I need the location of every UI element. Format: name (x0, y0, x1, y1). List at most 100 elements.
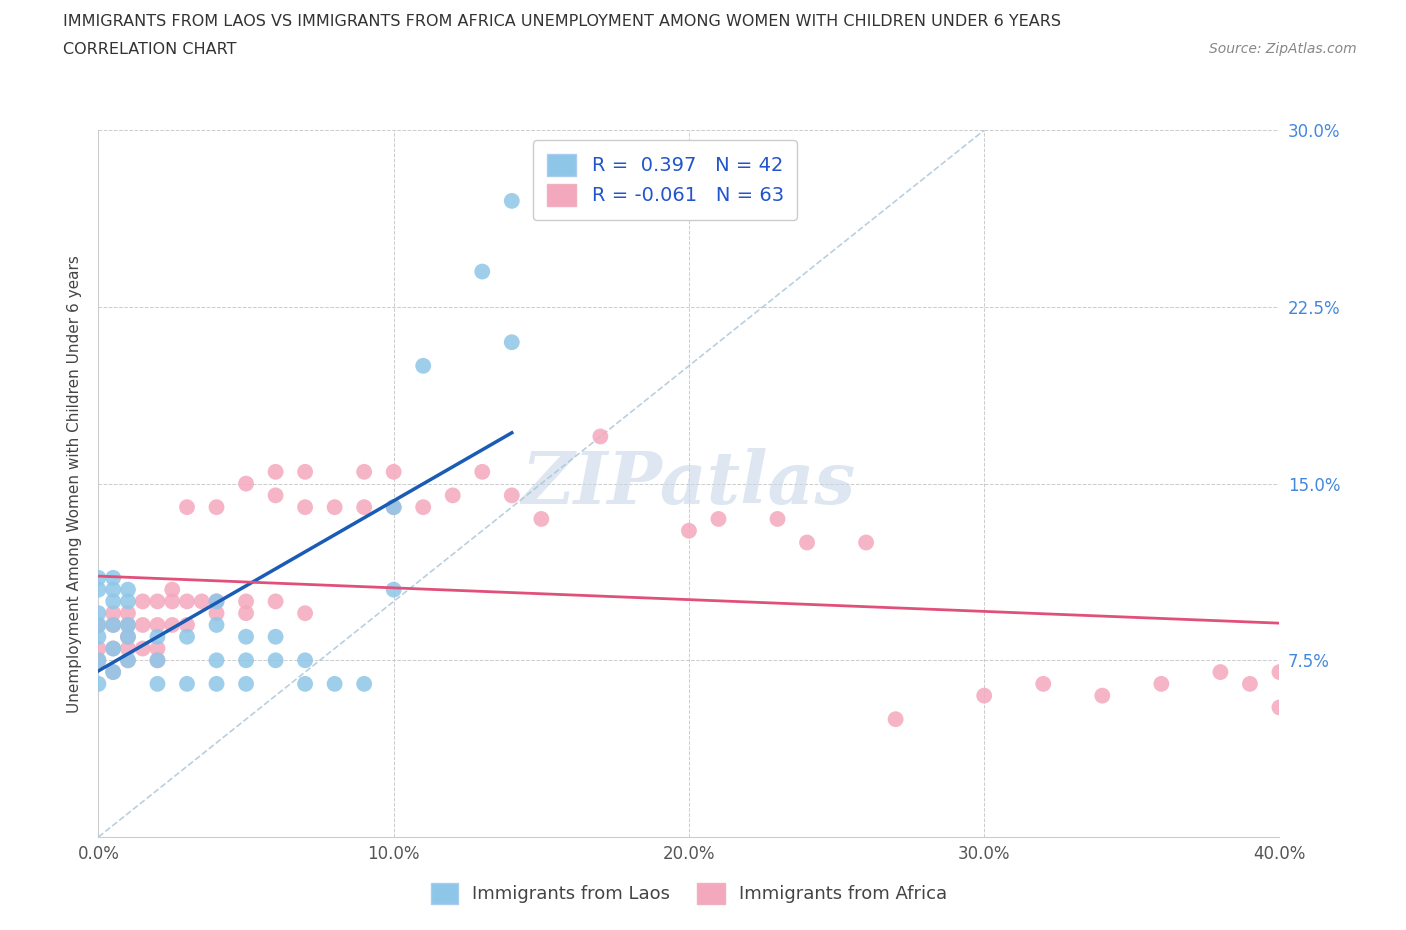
Point (1150, 676, 1173, 691)
Point (353, 676, 375, 691)
Y-axis label: Unemployment Among Women with Children Under 6 years: Unemployment Among Women with Children U… (67, 255, 83, 712)
Point (87, 618, 110, 632)
Text: IMMIGRANTS FROM LAOS VS IMMIGRANTS FROM AFRICA UNEMPLOYMENT AMONG WOMEN WITH CHI: IMMIGRANTS FROM LAOS VS IMMIGRANTS FROM … (63, 14, 1062, 29)
Point (117, 594, 139, 609)
Point (103, 641, 125, 656)
Point (501, 193, 523, 208)
Point (103, 665, 125, 680)
Legend: Immigrants from Laos, Immigrants from Africa: Immigrants from Laos, Immigrants from Af… (422, 874, 956, 912)
Point (1239, 676, 1261, 691)
Point (353, 464, 375, 479)
Point (146, 676, 169, 691)
Point (1268, 665, 1291, 680)
Point (103, 582, 125, 597)
Point (103, 665, 125, 680)
Point (323, 676, 346, 691)
Point (973, 688, 995, 703)
Point (796, 535, 818, 550)
Point (264, 653, 287, 668)
Point (235, 630, 257, 644)
Point (205, 499, 228, 514)
Point (589, 429, 612, 444)
Point (162, 582, 183, 597)
Point (382, 464, 405, 479)
Point (766, 512, 789, 526)
Point (146, 618, 169, 632)
Point (146, 630, 169, 644)
Point (103, 594, 125, 609)
Point (678, 524, 700, 538)
Point (294, 499, 316, 514)
Point (205, 594, 228, 609)
Point (323, 499, 346, 514)
Point (132, 594, 155, 609)
Point (205, 676, 228, 691)
Point (294, 464, 316, 479)
Point (205, 605, 228, 620)
Point (884, 711, 907, 726)
Point (294, 653, 316, 668)
Point (87, 618, 110, 632)
Point (412, 499, 434, 514)
Point (235, 653, 257, 668)
Point (87, 582, 110, 597)
Point (441, 488, 464, 503)
Point (87, 605, 110, 620)
Point (146, 653, 169, 668)
Point (117, 618, 139, 632)
Point (117, 630, 139, 644)
Point (103, 618, 125, 632)
Point (117, 641, 139, 656)
Point (176, 594, 198, 609)
Point (117, 653, 139, 668)
Point (117, 630, 139, 644)
Point (235, 594, 257, 609)
Point (707, 512, 730, 526)
Text: Source: ZipAtlas.com: Source: ZipAtlas.com (1209, 42, 1357, 56)
Point (146, 641, 169, 656)
Point (117, 582, 139, 597)
Point (117, 653, 139, 668)
Point (412, 358, 434, 373)
Point (87, 630, 110, 644)
Point (191, 594, 214, 609)
Point (103, 641, 125, 656)
Point (264, 464, 287, 479)
Point (382, 582, 405, 597)
Point (294, 605, 316, 620)
Point (103, 618, 125, 632)
Point (530, 512, 553, 526)
Point (353, 499, 375, 514)
Point (87, 653, 110, 668)
Point (132, 618, 155, 632)
Point (294, 676, 316, 691)
Point (146, 594, 169, 609)
Point (87, 676, 110, 691)
Point (501, 488, 523, 503)
Point (176, 618, 198, 632)
Point (264, 594, 287, 609)
Point (87, 641, 110, 656)
Point (382, 499, 405, 514)
Point (103, 570, 125, 585)
Point (87, 653, 110, 668)
Point (855, 535, 877, 550)
Point (1268, 700, 1291, 715)
Point (1032, 676, 1054, 691)
Point (235, 676, 257, 691)
Point (264, 488, 287, 503)
Point (162, 618, 183, 632)
Point (205, 653, 228, 668)
Point (235, 476, 257, 491)
Point (1209, 665, 1232, 680)
Point (501, 335, 523, 350)
Text: CORRELATION CHART: CORRELATION CHART (63, 42, 236, 57)
Point (205, 594, 228, 609)
Point (176, 499, 198, 514)
Point (471, 464, 494, 479)
Point (103, 605, 125, 620)
Point (176, 630, 198, 644)
Point (162, 594, 183, 609)
Point (471, 264, 494, 279)
Point (132, 641, 155, 656)
